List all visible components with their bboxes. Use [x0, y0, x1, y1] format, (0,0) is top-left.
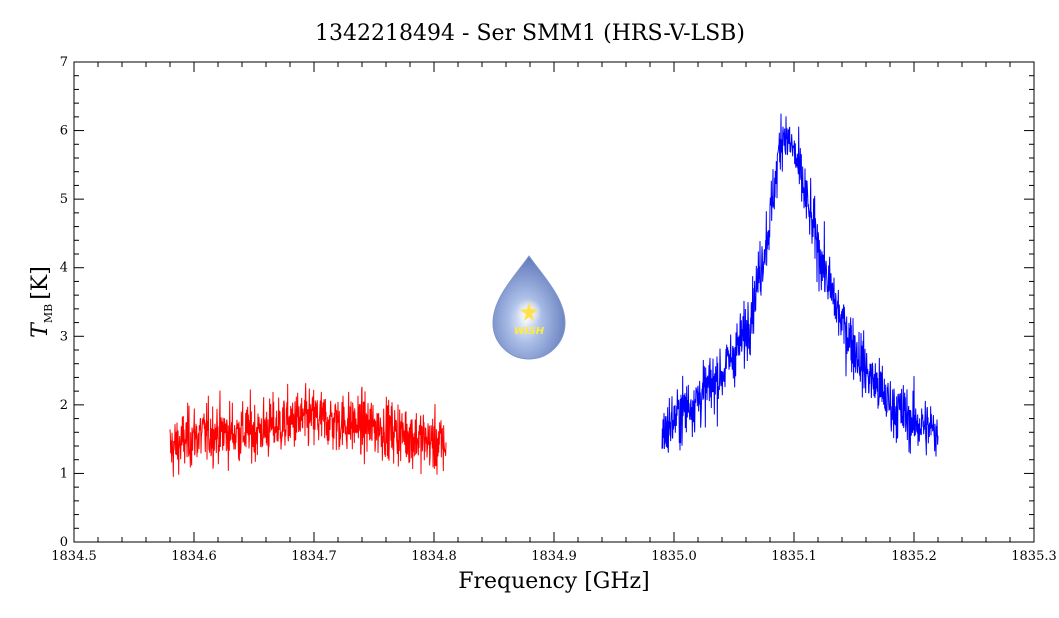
series-layer: [169, 113, 939, 477]
x-axis-label: Frequency [GHz]: [458, 569, 650, 594]
star-icon: [520, 302, 538, 321]
y-tick-label: 5: [60, 192, 68, 207]
x-tick-label: 1835.0: [651, 549, 697, 564]
series-line-2: [661, 113, 939, 457]
x-tick-label: 1835.2: [891, 549, 937, 564]
y-tick-label: 1: [60, 466, 68, 481]
y-axis-ticks: 0 1 2 3 4 5 6 7: [60, 55, 1034, 550]
y-tick-label: 6: [60, 124, 68, 139]
y-axis-symbol: T: [28, 321, 53, 338]
x-tick-label: 1835.1: [771, 549, 817, 564]
y-axis-label: TMB [K]: [28, 266, 55, 338]
series-line-1: [169, 383, 447, 477]
x-axis-ticks: 1834.5 1834.6 1834.7 1834.8 1834.9 1835.0 1835…: [51, 62, 1057, 564]
y-tick-label: 3: [60, 329, 68, 344]
x-tick-label: 1834.8: [411, 549, 457, 564]
svg-text:TMB[K]: TMB [K]: [28, 266, 55, 338]
y-tick-label: 2: [60, 398, 68, 413]
wish-logo: WISH: [492, 255, 566, 360]
x-tick-label: 1834.6: [171, 549, 217, 564]
x-tick-label: 1834.5: [51, 549, 97, 564]
y-tick-label: 0: [60, 535, 68, 550]
y-axis-subscript: MB: [42, 304, 55, 323]
x-tick-label: 1834.7: [291, 549, 337, 564]
logo-text: WISH: [514, 326, 545, 337]
chart-title: 1342218494 - Ser SMM1 (HRS-V-LSB): [315, 21, 745, 46]
y-tick-label: 4: [60, 261, 68, 276]
x-tick-label: 1834.9: [531, 549, 577, 564]
y-axis-unit: [K]: [28, 266, 53, 300]
x-tick-label: 1835.3: [1011, 549, 1057, 564]
y-tick-label: 7: [60, 55, 68, 70]
